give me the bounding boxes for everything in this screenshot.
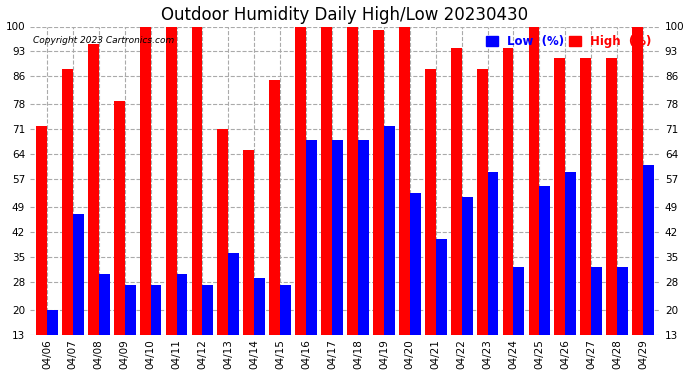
Bar xyxy=(321,27,332,375)
Bar xyxy=(502,48,513,375)
Bar xyxy=(114,101,125,375)
Bar xyxy=(62,69,73,375)
Bar xyxy=(358,140,369,375)
Bar xyxy=(540,186,551,375)
Bar xyxy=(244,150,255,375)
Bar xyxy=(166,27,177,375)
Bar xyxy=(255,278,265,375)
Bar xyxy=(399,27,410,375)
Bar xyxy=(88,44,99,375)
Bar xyxy=(462,196,473,375)
Bar xyxy=(347,27,358,375)
Bar xyxy=(228,253,239,375)
Bar xyxy=(488,172,498,375)
Bar xyxy=(150,285,161,375)
Bar xyxy=(373,30,384,375)
Bar xyxy=(565,172,576,375)
Bar xyxy=(332,140,343,375)
Bar xyxy=(555,58,565,375)
Bar xyxy=(580,58,591,375)
Bar xyxy=(280,285,291,375)
Bar xyxy=(217,129,228,375)
Bar xyxy=(607,58,617,375)
Bar xyxy=(643,165,654,375)
Bar xyxy=(477,69,488,375)
Bar xyxy=(451,48,462,375)
Text: Copyright 2023 Cartronics.com: Copyright 2023 Cartronics.com xyxy=(33,36,175,45)
Bar xyxy=(632,27,643,375)
Bar xyxy=(192,27,202,375)
Bar xyxy=(177,274,188,375)
Bar xyxy=(99,274,110,375)
Bar xyxy=(306,140,317,375)
Bar xyxy=(425,69,435,375)
Bar xyxy=(47,310,58,375)
Bar xyxy=(513,267,524,375)
Bar xyxy=(529,27,540,375)
Bar xyxy=(73,214,83,375)
Bar xyxy=(435,239,446,375)
Bar xyxy=(617,267,628,375)
Legend: Low  (%), High  (%): Low (%), High (%) xyxy=(484,32,654,50)
Bar xyxy=(295,27,306,375)
Title: Outdoor Humidity Daily High/Low 20230430: Outdoor Humidity Daily High/Low 20230430 xyxy=(161,6,529,24)
Bar xyxy=(410,193,421,375)
Bar xyxy=(591,267,602,375)
Bar xyxy=(269,80,280,375)
Bar xyxy=(384,126,395,375)
Bar xyxy=(125,285,135,375)
Bar xyxy=(139,27,150,375)
Bar xyxy=(202,285,213,375)
Bar xyxy=(36,126,47,375)
